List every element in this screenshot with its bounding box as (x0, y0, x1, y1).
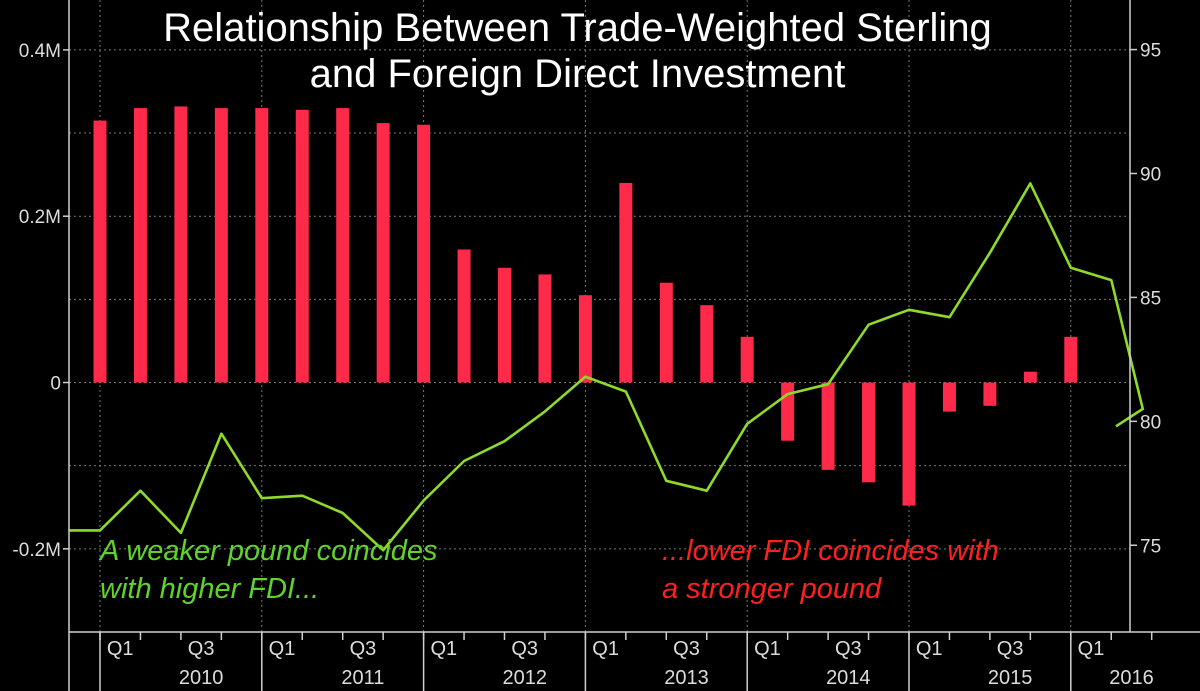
fdi-bar (902, 382, 916, 506)
fdi-bar (740, 336, 754, 383)
quarter-tick-label: Q3 (511, 638, 538, 660)
year-label: 2016 (1109, 667, 1154, 689)
red-annotation-line-1: ...lower FDI coincides with (662, 535, 999, 567)
fdi-bar (942, 382, 956, 412)
left-tick-label: -0.2M (12, 540, 61, 561)
year-label: 2015 (988, 667, 1033, 689)
fdi-bar (781, 382, 795, 441)
green-annotation-line-2: with higher FDI... (100, 573, 320, 605)
fdi-bar (700, 305, 714, 383)
chart-title-line-2: and Foreign Direct Investment (309, 52, 846, 96)
quarter-tick-label: Q1 (107, 638, 134, 660)
fdi-bar (93, 120, 107, 383)
fdi-bar (538, 274, 552, 383)
sterling-line-path (69, 182, 1145, 552)
fdi-bar (862, 382, 876, 483)
fdi-bar (133, 108, 147, 383)
axes (63, 0, 1200, 691)
fdi-bar (255, 108, 269, 383)
quarter-tick-label: Q3 (997, 638, 1024, 660)
quarter-tick-label: Q1 (430, 638, 457, 660)
fdi-bar (174, 106, 188, 383)
fdi-bar (457, 249, 471, 383)
quarter-tick-label: Q3 (673, 638, 700, 660)
right-tick-label: 75 (1140, 536, 1161, 557)
fdi-bar (578, 295, 592, 383)
quarter-tick-label: Q1 (269, 638, 296, 660)
axis-labels: 0.4M 0.2M 0 -0.2M 95 90 85 80 75 Q1 Q3 Q1 Q3 Q1 Q3 Q1 Q3… (12, 41, 1161, 689)
year-label: 2010 (179, 667, 224, 689)
left-tick-label: 0.4M (19, 41, 61, 62)
fdi-bar (417, 124, 431, 383)
left-tick-label: 0 (50, 374, 61, 395)
year-label: 2013 (664, 667, 709, 689)
red-annotation-line-2: a stronger pound (662, 573, 882, 605)
year-label: 2012 (502, 667, 547, 689)
chart-title-line-1: Relationship Between Trade-Weighted Ster… (163, 6, 992, 50)
quarter-tick-label: Q1 (592, 638, 619, 660)
quarter-tick-label: Q1 (916, 638, 943, 660)
left-tick-label: 0.2M (19, 207, 61, 228)
right-tick-label: 85 (1140, 288, 1161, 309)
quarter-tick-label: Q1 (1078, 638, 1105, 660)
fdi-bar (983, 382, 997, 406)
green-annotation-line-1: A weaker pound coincides (100, 535, 438, 567)
fdi-bar (336, 108, 350, 383)
year-label: 2011 (341, 667, 384, 689)
fdi-bar (498, 267, 511, 383)
fdi-bar (1064, 336, 1078, 383)
fdi-bar (1023, 371, 1037, 383)
fdi-bar (821, 382, 835, 470)
fdi-bars (93, 106, 1078, 506)
quarter-tick-label: Q3 (835, 638, 862, 660)
fdi-bar (214, 108, 228, 383)
fdi-bar (376, 123, 390, 383)
right-tick-label: 80 (1140, 412, 1161, 433)
quarter-tick-label: Q3 (188, 638, 215, 660)
quarter-tick-label: Q1 (754, 638, 781, 660)
quarter-tick-label: Q3 (350, 638, 377, 660)
year-label: 2014 (826, 667, 871, 689)
fdi-bar (659, 282, 673, 383)
right-tick-label: 90 (1140, 164, 1161, 185)
sterling-line (69, 182, 1145, 552)
fdi-bar (619, 182, 633, 383)
fdi-bar (295, 109, 309, 383)
green-annotation: A weaker pound coincides with higher FDI… (100, 532, 437, 608)
red-annotation: ...lower FDI coincides with a stronger p… (662, 532, 999, 608)
right-tick-label: 95 (1140, 41, 1161, 62)
